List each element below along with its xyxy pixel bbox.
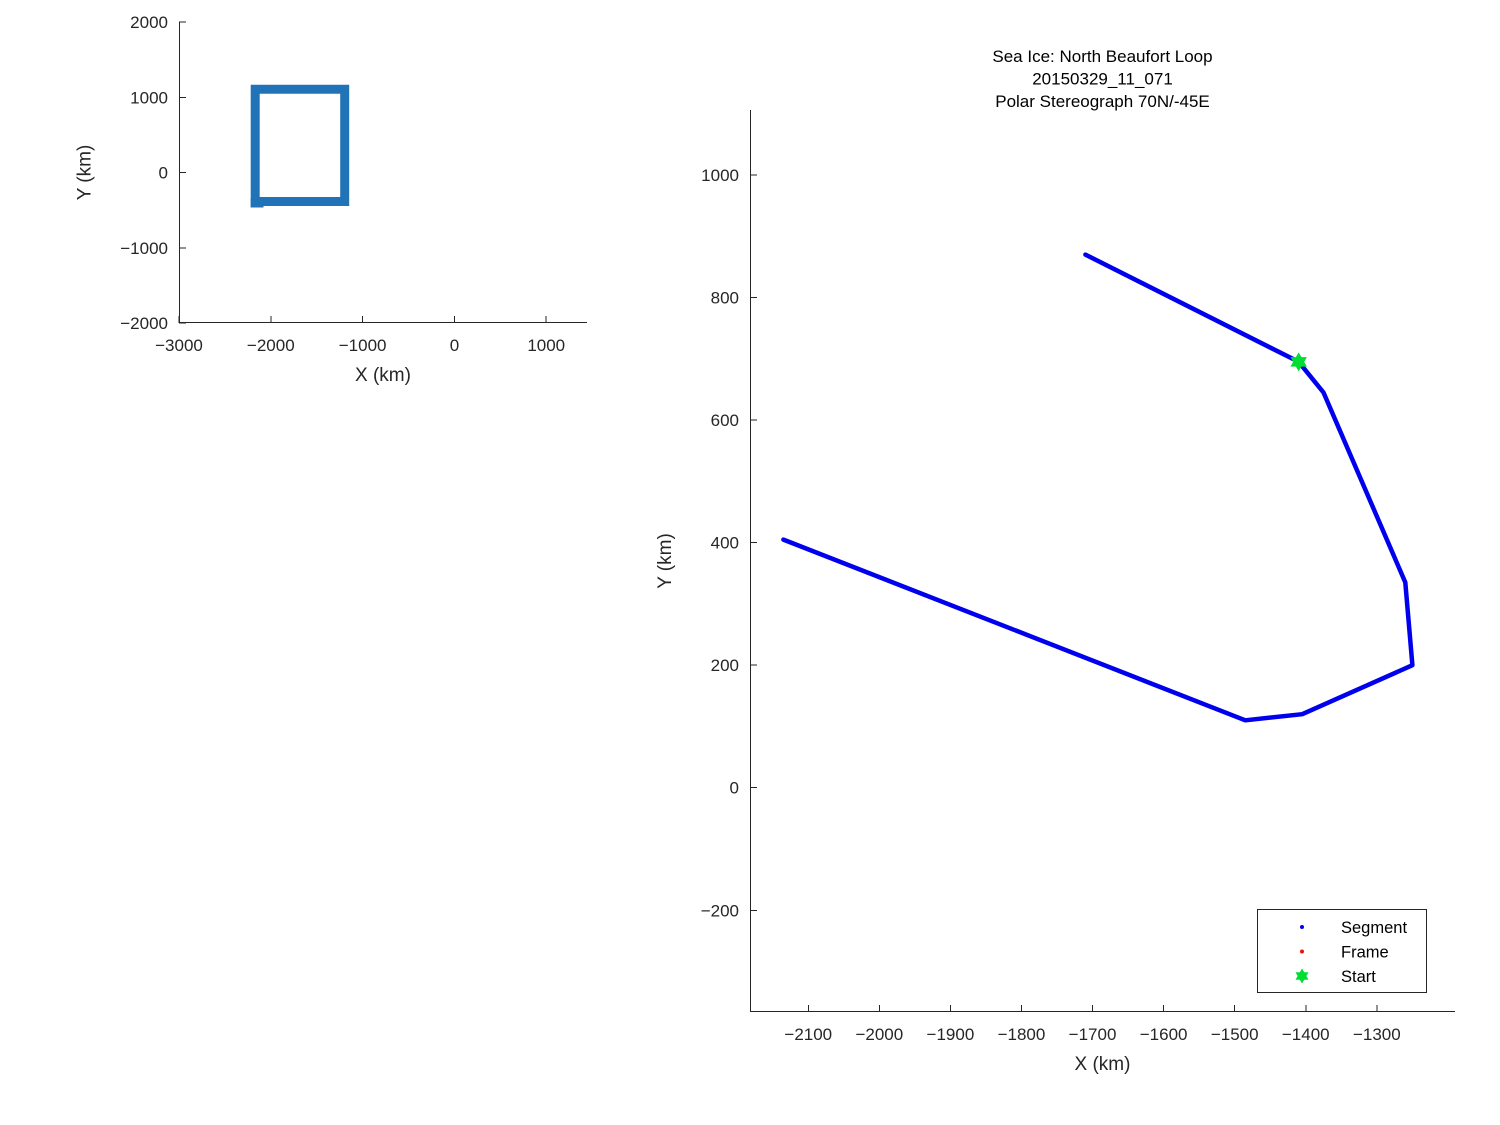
x-tick-label: −1000 [339,336,387,355]
y-tick-label: 2000 [130,13,168,32]
y-tick-label: 400 [711,534,739,553]
overview-map-svg: −3000 −2000 −1000 0 1000 −2000 −1000 0 1000 2000 X… [75,13,587,386]
legend-label: Start [1341,968,1376,986]
chart-overview-map: −3000 −2000 −1000 0 1000 −2000 −1000 0 1000 2000 X… [75,13,587,386]
x-tick-label: −2000 [247,336,295,355]
full-track-outline [250,84,350,206]
x-tick-label: −2100 [784,1025,832,1044]
x-tick-label: −1300 [1353,1025,1401,1044]
y-tick-label: 0 [730,779,739,798]
x-tick-label: −1800 [998,1025,1046,1044]
y-tick-label: −200 [701,901,739,920]
y-tick-label: 800 [711,289,739,308]
start-marker [1290,352,1307,372]
x-tick-label: −1700 [1069,1025,1117,1044]
chart-title-line: Polar Stereograph 70N/-45E [995,92,1210,111]
x-axis-label: X (km) [1075,1054,1131,1075]
segment-track [781,252,1415,723]
y-tick-label: 1000 [130,88,168,107]
chart-segment-map: −2100 −2000 −1900 −1800 −1700 −1600 −1500 −1400… [655,47,1455,1075]
x-tick-label: 1000 [527,336,565,355]
y-tick-label: 200 [711,656,739,675]
legend-item-start: Start [1295,968,1376,986]
x-tick-label: −2000 [855,1025,903,1044]
x-tick-label: −3000 [155,336,203,355]
y-axis-label: Y (km) [75,145,96,201]
legend-box [1257,909,1427,993]
legend-marker-dot [1300,925,1304,929]
y-tick-label: −2000 [120,314,168,333]
y-tick-label: 1000 [701,166,739,185]
legend-marker-hexagram [1295,968,1309,984]
y-tick-label: 600 [711,411,739,430]
y-tick-label: 0 [159,164,168,183]
segment-map-svg: −2100 −2000 −1900 −1800 −1700 −1600 −1500 −1400… [655,47,1455,1075]
legend-item-frame: Frame [1300,944,1389,962]
legend-marker-dot [1300,949,1304,954]
chart-title-line: Sea Ice: North Beaufort Loop [992,47,1212,66]
y-axis-label: Y (km) [655,533,676,589]
legend-item-segment: Segment [1300,919,1407,937]
x-tick-label: −1600 [1140,1025,1188,1044]
x-tick-label: −1400 [1282,1025,1330,1044]
chart-title-line: 20150329_11_071 [1032,70,1173,89]
x-tick-label: −1500 [1211,1025,1259,1044]
y-tick-label: −1000 [120,239,168,258]
x-tick-label: −1900 [927,1025,975,1044]
legend-label: Frame [1341,944,1389,962]
x-axis-label: X (km) [355,365,411,386]
legend-label: Segment [1341,919,1407,937]
legend: Segment Frame Start [1257,909,1427,993]
x-tick-label: 0 [450,336,459,355]
